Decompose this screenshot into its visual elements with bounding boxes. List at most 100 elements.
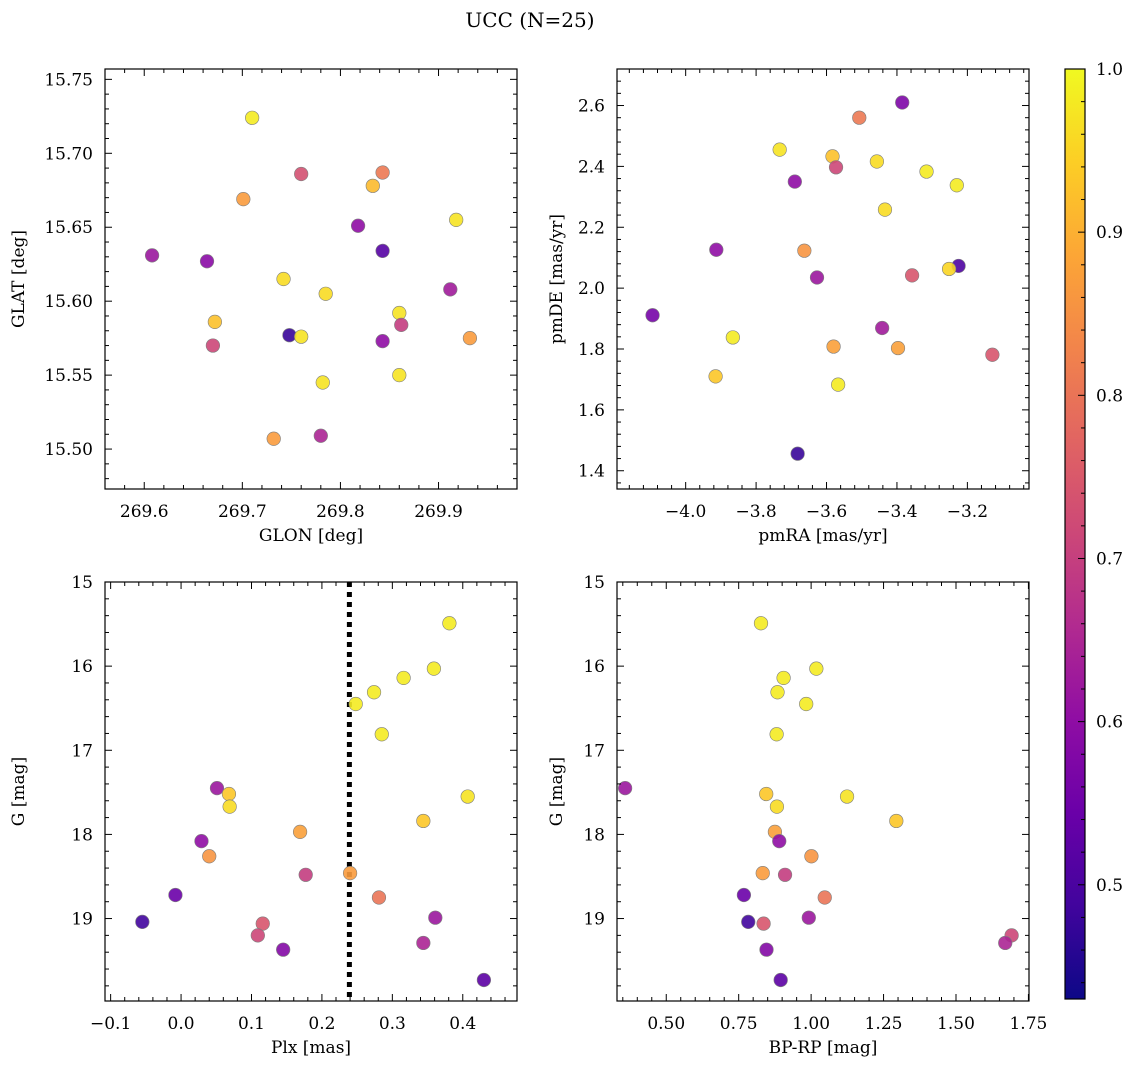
data-point <box>904 268 920 283</box>
data-point <box>294 166 309 182</box>
y-tick-label: 18 <box>71 825 93 845</box>
data-point <box>365 178 380 193</box>
x-tick-label: 269.7 <box>218 502 267 522</box>
colorbar-tick-label: 0.9 <box>1096 223 1123 243</box>
scatter-panel-3: −0.1 0.0 0.1 0.2 0.3 0.4 15 16 17 18 19 Plx [mas] G … <box>9 573 518 1058</box>
data-point <box>350 218 366 233</box>
data-point <box>416 813 431 829</box>
data-point <box>826 339 841 354</box>
colorbar-frame <box>1064 68 1086 1000</box>
y-tick-label: 1.4 <box>578 462 605 482</box>
data-point <box>877 202 893 217</box>
axes-frame <box>616 68 1030 490</box>
data-point <box>709 242 724 257</box>
y-tick-label: 2.6 <box>578 97 605 117</box>
data-point <box>852 110 867 125</box>
x-axis-label: pmRA [mas/yr] <box>758 526 887 546</box>
data-point <box>773 972 788 988</box>
y-tick-label: 15.75 <box>44 70 93 90</box>
y-tick-label: 17 <box>583 741 605 761</box>
data-point <box>375 334 390 349</box>
data-point <box>426 661 441 676</box>
data-point <box>772 142 787 157</box>
data-point <box>144 248 160 263</box>
data-point <box>476 972 491 988</box>
data-point <box>941 261 957 277</box>
x-tick-label: 0.4 <box>449 1014 476 1034</box>
data-point <box>998 935 1013 951</box>
y-tick-label: 17 <box>71 741 93 761</box>
x-tick-label: 269.8 <box>316 502 365 522</box>
data-point <box>949 178 964 193</box>
y-tick-label: 15.70 <box>44 144 93 164</box>
data-point <box>787 174 802 189</box>
y-tick-label: 2.2 <box>578 218 605 238</box>
data-point <box>809 270 825 285</box>
data-point <box>250 928 265 943</box>
data-point <box>348 696 363 712</box>
data-point <box>772 834 787 849</box>
data-point <box>759 786 774 802</box>
data-point <box>315 375 330 390</box>
y-tick-label: 2.4 <box>578 157 605 177</box>
data-point <box>392 368 407 383</box>
x-tick-label: 0.1 <box>238 1014 265 1034</box>
axes-frame <box>104 581 518 1002</box>
data-point <box>199 254 215 269</box>
data-point <box>366 685 382 700</box>
data-point <box>392 305 407 321</box>
colorbar-tick-label: 0.6 <box>1096 713 1123 733</box>
data-point <box>618 781 633 796</box>
data-point <box>135 914 150 930</box>
data-point <box>875 320 890 336</box>
scatter-panel-1: 269.6 269.7 269.8 269.9 15.50 15.55 15.60 15.65… <box>9 68 518 546</box>
data-point <box>245 110 260 125</box>
x-axis-label: GLON [deg] <box>259 526 363 546</box>
y-tick-label: 16 <box>71 657 93 677</box>
data-point <box>985 347 1000 362</box>
y-tick-label: 19 <box>71 910 93 930</box>
x-tick-label: 0.0 <box>168 1014 195 1034</box>
data-point <box>266 431 281 446</box>
data-point <box>839 789 855 804</box>
x-tick-label: 0.2 <box>308 1014 335 1034</box>
data-point <box>194 834 209 849</box>
data-point <box>801 910 816 925</box>
data-point <box>205 338 221 353</box>
x-tick-label: −3.6 <box>806 502 847 522</box>
colorbar-tick-label: 0.5 <box>1096 876 1123 896</box>
data-point <box>168 887 183 903</box>
data-point <box>804 849 819 864</box>
data-point <box>890 340 906 356</box>
y-axis-label: pmDE [mas/yr] <box>547 214 567 344</box>
data-point <box>828 160 844 175</box>
x-tick-label: 0.75 <box>720 1014 758 1034</box>
data-point <box>797 243 812 258</box>
colorbar-gradient <box>1065 69 1085 999</box>
x-tick-label: −4.0 <box>665 502 706 522</box>
x-tick-label: 1.25 <box>865 1014 903 1034</box>
y-tick-label: 16 <box>583 657 605 677</box>
x-tick-label: 269.6 <box>120 502 169 522</box>
data-point <box>298 867 313 882</box>
y-tick-label: 19 <box>583 910 605 930</box>
axes-frame <box>104 68 518 490</box>
data-point <box>770 685 785 700</box>
x-tick-label: 0.3 <box>379 1014 406 1034</box>
scatter-panels: 269.6 269.7 269.8 269.9 15.50 15.55 15.60 15.65… <box>9 68 1047 1058</box>
colorbar-tick-label: 0.8 <box>1096 386 1123 406</box>
data-point <box>460 789 475 804</box>
y-axis-label: GLAT [deg] <box>9 230 29 328</box>
data-point <box>895 95 910 110</box>
figure-title: UCC (N=25) <box>465 8 594 32</box>
x-axis-label: BP-RP [mag] <box>769 1038 878 1058</box>
data-point <box>708 369 723 384</box>
data-point <box>342 866 358 881</box>
data-point <box>776 670 791 686</box>
x-tick-label: −3.2 <box>947 502 988 522</box>
y-tick-label: 18 <box>583 825 605 845</box>
x-axis-label: Plx [mas] <box>271 1038 351 1058</box>
data-point <box>202 849 217 864</box>
data-point <box>442 616 457 631</box>
x-tick-label: 1.00 <box>792 1014 830 1034</box>
